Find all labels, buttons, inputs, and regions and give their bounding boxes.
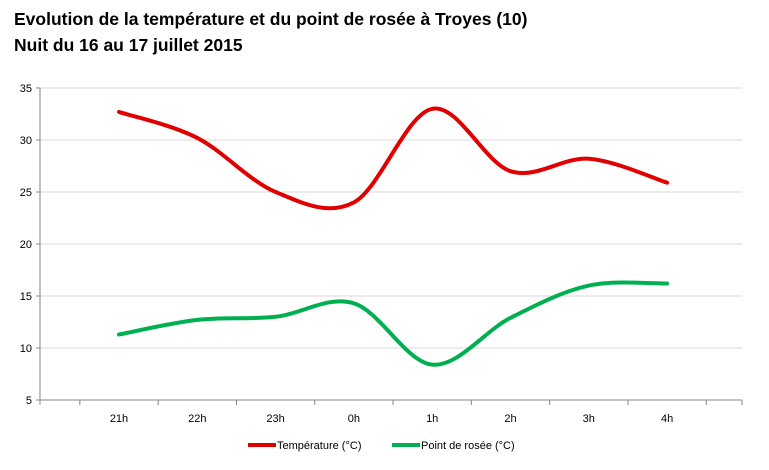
- x-axis-ticks: 21h 22h 23h 0h 1h 2h 3h 4h: [110, 413, 673, 425]
- data-point-s0-0: [117, 110, 121, 114]
- legend-label-1: Point de rosée (°C): [421, 440, 515, 452]
- x-tick-label: 2h: [504, 413, 516, 425]
- x-tick-label: 3h: [583, 413, 595, 425]
- y-tick-label: 20: [20, 239, 32, 251]
- data-point-s0-1: [195, 136, 199, 140]
- axes: [36, 87, 743, 405]
- y-tick-label: 5: [26, 395, 32, 407]
- data-point-s0-3: [352, 200, 356, 204]
- series-line-0: [117, 106, 670, 211]
- y-tick-label: 10: [20, 343, 32, 355]
- data-point-s0-7: [665, 181, 669, 185]
- x-tick-label: 22h: [188, 413, 206, 425]
- y-tick-label: 30: [20, 135, 32, 147]
- series-lines: [117, 106, 670, 367]
- chart-title: Evolution de la température et du point …: [14, 9, 528, 29]
- x-tick-label: 1h: [426, 413, 438, 425]
- data-point-s1-5: [509, 316, 513, 320]
- chart-title-block: Evolution de la température et du point …: [14, 6, 527, 58]
- y-tick-label: 35: [20, 83, 32, 95]
- data-point-s1-3: [352, 301, 356, 305]
- series-line-1: [117, 280, 670, 367]
- y-axis-ticks: 5 10 15 20 25 30 35: [20, 83, 32, 407]
- data-point-s1-1: [195, 318, 199, 322]
- data-point-s1-0: [117, 332, 121, 336]
- x-tick-label: 23h: [266, 413, 284, 425]
- data-point-s0-6: [587, 157, 591, 161]
- data-point-s1-4: [430, 363, 434, 367]
- data-point-s0-2: [274, 190, 278, 194]
- legend-label-0: Température (°C): [277, 440, 361, 452]
- x-tick-label: 21h: [110, 413, 128, 425]
- data-point-s0-4: [430, 107, 434, 111]
- x-tick-label: 4h: [661, 413, 673, 425]
- data-point-s0-5: [509, 169, 513, 173]
- data-point-s1-6: [587, 284, 591, 288]
- y-tick-label: 15: [20, 291, 32, 303]
- y-tick-label: 25: [20, 187, 32, 199]
- legend: Température (°C) Point de rosée (°C): [248, 440, 515, 452]
- data-point-s1-7: [665, 282, 669, 286]
- chart-subtitle: Nuit du 16 au 17 juillet 2015: [14, 35, 243, 55]
- gridlines: [40, 87, 742, 349]
- x-tick-label: 0h: [348, 413, 360, 425]
- data-point-s1-2: [274, 315, 278, 319]
